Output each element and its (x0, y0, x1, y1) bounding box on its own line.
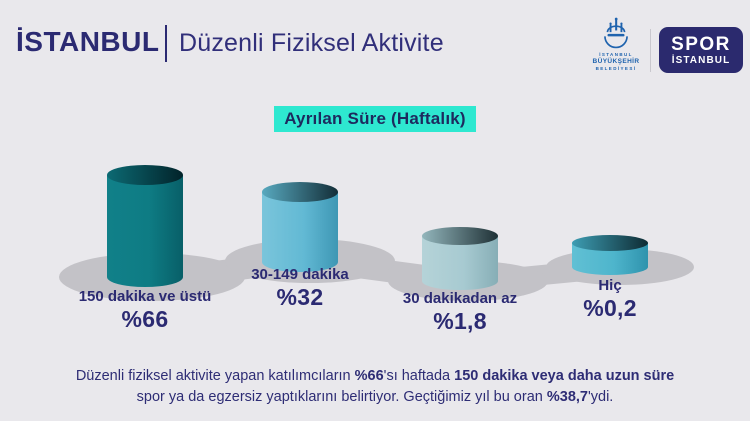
bar-category-2: 30-149 dakika (251, 266, 349, 283)
bar-value-2: %32 (276, 284, 324, 310)
ibb-emblem-icon (604, 17, 628, 49)
footnote-part5: spor ya da egzersiz yaptıklarını belirti… (136, 389, 547, 406)
spor-logo-line2: İSTANBUL (671, 54, 731, 66)
page-title: Düzenli Fiziksel Aktivite (179, 29, 444, 57)
bar-value-4: %0,2 (583, 295, 637, 321)
cylinder-bar-chart (59, 165, 694, 301)
chart-subtitle-highlight: Ayrılan Süre (Haftalık) (274, 106, 476, 132)
bar-category-1: 150 dakika ve üstü (78, 288, 212, 305)
cylinder-bar-3 (422, 227, 498, 290)
spor-logo-line1: SPOR (671, 33, 731, 55)
brand-divider (165, 25, 167, 62)
bar-label-2: 30-149 dakika %32 (190, 266, 410, 311)
footnote-part6-bold: %38,7 (546, 389, 588, 406)
bar-label-4: Hiç %0,2 (500, 277, 720, 322)
footnote-part4-bold: 150 dakika veya daha uzun süre (454, 368, 675, 384)
cylinder-bar-4 (572, 235, 648, 275)
bar-value-3: %1,8 (433, 308, 487, 334)
istanbul-brand-wordmark: İSTANBUL (16, 26, 160, 57)
bar-value-1: %66 (121, 306, 169, 332)
footnote-text: Düzenli fiziksel aktivite yapan katılımc… (65, 366, 685, 408)
footnote-part7: 'ydi. (587, 389, 614, 406)
footnote-part2-bold: %66 (354, 368, 384, 384)
subtitle-row: Ayrılan Süre (Haftalık) (0, 106, 750, 132)
bar-label-3: 30 dakikadan az %1,8 (350, 290, 570, 335)
bar-category-3: 30 dakikadan az (402, 290, 518, 307)
footnote-part3: 'sı haftada (383, 368, 455, 384)
bar-label-1: 150 dakika ve üstü %66 (35, 288, 255, 333)
logo-divider (650, 29, 651, 72)
spor-istanbul-logo: SPOR İSTANBUL (659, 27, 743, 73)
ibb-logo-line2: BÜYÜKŞEHİR (592, 57, 640, 65)
footnote-part1: Düzenli fiziksel aktivite yapan katılımc… (75, 368, 355, 384)
ibb-logo-line1: İSTANBUL (599, 52, 633, 57)
ibb-municipality-logo: İSTANBUL BÜYÜKŞEHİR BELEDİYESİ (585, 16, 647, 71)
bar-category-4: Hiç (598, 277, 622, 294)
ibb-logo-line3: BELEDİYESİ (595, 65, 637, 71)
cylinder-bar-2 (262, 182, 338, 272)
cylinder-bar-1 (107, 165, 183, 287)
